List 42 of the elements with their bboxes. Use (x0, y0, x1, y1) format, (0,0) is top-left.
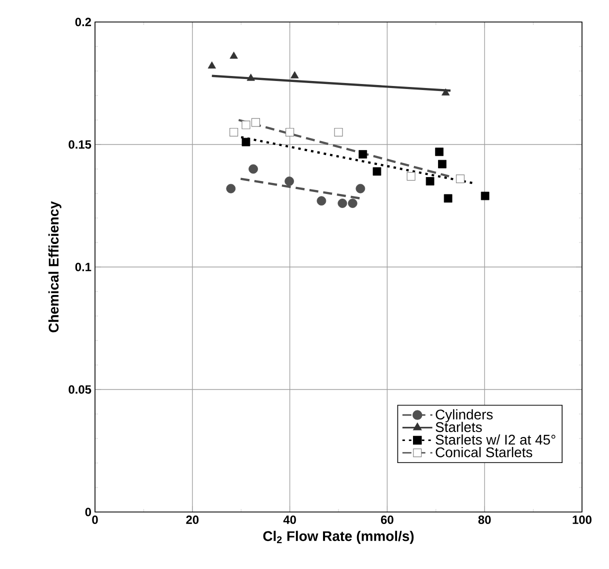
point (358, 150, 368, 158)
point (444, 194, 452, 203)
point (442, 88, 450, 96)
point (246, 74, 255, 81)
y-tick-label: 0 (85, 508, 91, 516)
point (290, 71, 299, 78)
point (456, 174, 465, 184)
x-tick-label: 0 (92, 516, 98, 524)
point (348, 198, 358, 208)
point (208, 61, 216, 69)
point (435, 148, 444, 156)
point (286, 128, 294, 137)
y-tick-label: 0.2 (75, 18, 92, 26)
y-tick-label: 0.05 (68, 385, 92, 394)
point (372, 167, 382, 176)
y-tick-label: 0.15 (68, 140, 92, 149)
x-tick-label: 100 (572, 516, 592, 524)
point (338, 198, 348, 208)
point (426, 177, 434, 186)
legend-label: Starlets (436, 422, 482, 432)
point (316, 196, 326, 206)
y-axis-title: Chemical Efficiency (48, 201, 62, 332)
legend-label: Conical Starlets (436, 447, 532, 458)
legend-label: Cylinders (436, 409, 493, 422)
point (284, 176, 294, 186)
x-tick-label: 80 (478, 516, 491, 524)
x-axis-title: Cl$_{2}$ Flow Rate (mmol/s) (263, 530, 414, 544)
point (226, 184, 236, 194)
point (242, 138, 250, 146)
point (480, 192, 490, 200)
legend-label: Starlets w/ I2 at 45° (436, 434, 556, 445)
x-tick-label: 60 (380, 516, 394, 524)
y-tick-label: 0.1 (75, 262, 92, 272)
point (356, 184, 366, 194)
point (230, 52, 238, 59)
point (248, 164, 258, 174)
point (242, 120, 250, 130)
x-tick-label: 20 (186, 516, 199, 524)
point (406, 172, 416, 181)
point (251, 118, 260, 127)
x-tick-label: 40 (283, 516, 296, 524)
point (438, 160, 446, 168)
